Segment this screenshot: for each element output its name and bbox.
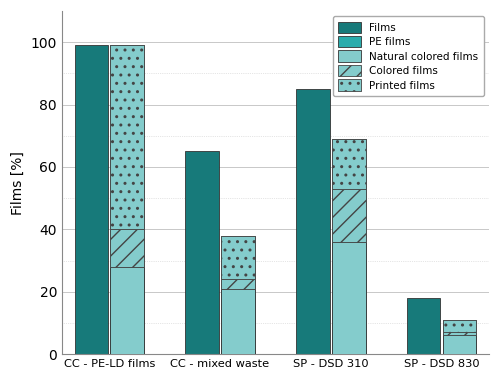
Bar	[186, 151, 219, 354]
Bar	[110, 45, 144, 230]
Bar	[110, 230, 144, 267]
Bar	[332, 139, 366, 189]
Bar	[442, 320, 476, 332]
Bar	[332, 242, 366, 354]
Bar	[110, 267, 144, 354]
Bar	[110, 45, 144, 354]
Legend: Films, PE films, Natural colored films, Colored films, Printed films: Films, PE films, Natural colored films, …	[333, 16, 484, 96]
Bar	[332, 139, 366, 354]
Bar	[442, 320, 476, 354]
Bar	[442, 335, 476, 354]
Bar	[221, 279, 255, 288]
Bar	[74, 45, 108, 354]
Bar	[296, 89, 330, 354]
Bar	[406, 298, 440, 354]
Bar	[332, 189, 366, 242]
Bar	[221, 288, 255, 354]
Bar	[221, 236, 255, 279]
Bar	[221, 236, 255, 354]
Y-axis label: Films [%]: Films [%]	[11, 150, 25, 214]
Bar	[442, 332, 476, 335]
